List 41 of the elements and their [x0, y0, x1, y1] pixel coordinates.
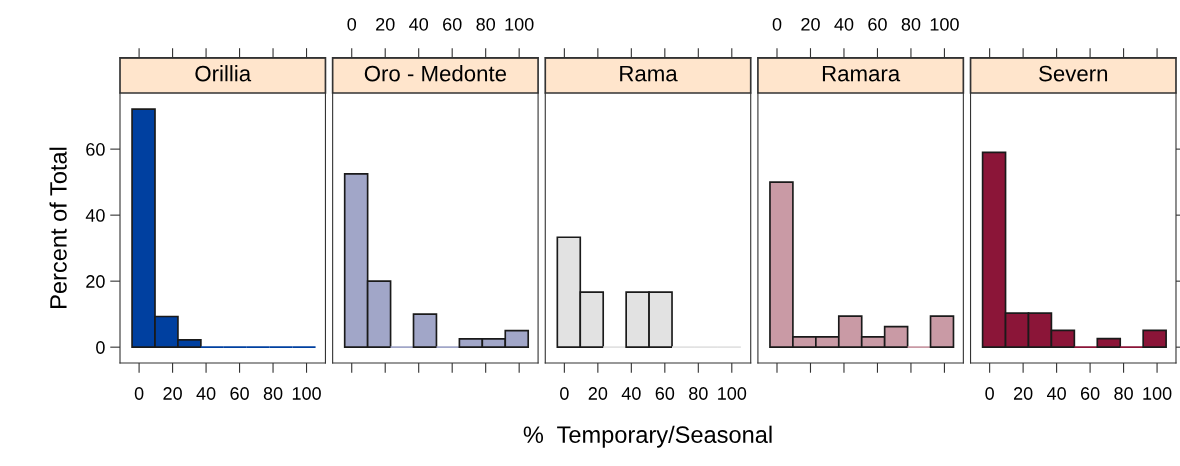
x-tick-label: 0: [985, 387, 994, 400]
x-tick-label: 20: [801, 17, 820, 31]
x-tick-label: 0: [560, 387, 569, 400]
x-tick-label: 20: [588, 387, 608, 400]
x-tick-label: 60: [230, 387, 249, 400]
x-tick-label: 40: [409, 17, 429, 31]
y-tick-label: 40: [85, 209, 105, 222]
x-tick-label: 60: [1080, 387, 1100, 400]
y-tick-label: 0: [96, 341, 105, 354]
x-tick-label: 100: [930, 17, 959, 31]
x-tick-label: 80: [901, 17, 921, 31]
y-axis-title: Percent of Total: [49, 147, 67, 308]
x-tick-label: 40: [621, 387, 641, 400]
chart-title: Ramara: [822, 65, 901, 82]
x-tick-label: 60: [443, 17, 462, 31]
chart-title: Rama: [620, 65, 678, 82]
x-tick-label: 40: [196, 387, 216, 400]
x-tick-label: 100: [718, 387, 747, 400]
x-tick-label: 0: [134, 387, 144, 400]
x-tick-label: 80: [263, 387, 283, 400]
x-tick-label: 0: [772, 17, 782, 31]
chart-title: Oro - Medonte: [364, 65, 507, 82]
x-tick-label: 20: [163, 387, 182, 400]
x-tick-label: 40: [834, 17, 854, 31]
x-tick-label: 80: [476, 17, 496, 31]
chart-title: Orillia: [195, 65, 252, 82]
x-tick-label: 40: [1046, 387, 1066, 400]
x-tick-label: 100: [505, 17, 534, 31]
y-tick-label: 20: [86, 275, 105, 288]
x-tick-label: 100: [1143, 387, 1172, 400]
x-tick-label: 100: [292, 387, 321, 400]
x-tick-label: 80: [1114, 387, 1133, 400]
x-tick-label: 60: [655, 387, 675, 400]
x-tick-label: 0: [347, 17, 357, 31]
x-tick-label: 20: [376, 17, 395, 31]
x-tick-label: 80: [689, 387, 708, 400]
y-tick-label: 60: [86, 143, 105, 156]
x-tick-label: 20: [1013, 387, 1033, 400]
chart-title: Severn: [1039, 65, 1108, 82]
x-axis-title: % Temporary/Seasonal: [523, 425, 772, 448]
x-tick-label: 60: [868, 17, 887, 31]
